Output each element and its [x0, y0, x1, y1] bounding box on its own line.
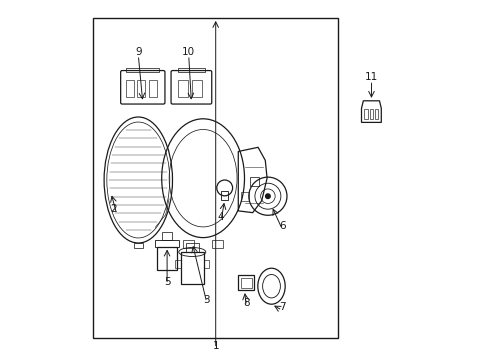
Text: 7: 7 [279, 302, 285, 312]
Bar [137, 80, 145, 97]
Bar [155, 240, 179, 247]
Text: 8: 8 [243, 298, 249, 309]
Bar [181, 252, 203, 284]
Text: 3: 3 [203, 295, 209, 305]
Bar [221, 191, 227, 200]
Bar [157, 247, 177, 270]
Bar [241, 192, 248, 201]
Bar [369, 109, 372, 119]
Text: 1: 1 [212, 341, 219, 351]
Text: 11: 11 [364, 72, 377, 82]
Bar [134, 243, 142, 248]
Bar [185, 243, 199, 252]
Text: 9: 9 [135, 47, 142, 57]
Bar [162, 232, 172, 240]
Bar [192, 80, 202, 97]
Text: 5: 5 [163, 277, 170, 287]
Bar [183, 240, 194, 248]
Circle shape [265, 194, 270, 198]
Bar [178, 80, 187, 97]
Bar [175, 260, 181, 268]
Bar [249, 177, 259, 186]
Bar [241, 278, 251, 288]
Bar [212, 240, 223, 248]
Bar [364, 109, 367, 119]
Text: 4: 4 [217, 212, 224, 222]
Bar [93, 18, 337, 338]
Bar [126, 68, 159, 72]
Bar [238, 275, 254, 290]
Bar [178, 68, 204, 72]
Bar [203, 260, 209, 268]
Text: 10: 10 [182, 47, 195, 57]
Bar [148, 80, 156, 97]
Text: 6: 6 [279, 221, 285, 231]
Bar [374, 109, 378, 119]
Text: 2: 2 [110, 204, 116, 214]
Bar [125, 80, 133, 97]
